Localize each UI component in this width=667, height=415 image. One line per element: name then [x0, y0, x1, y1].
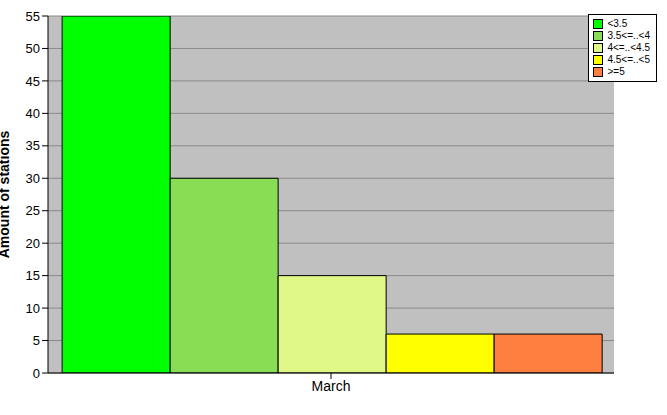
svg-text:45: 45 [26, 74, 40, 89]
html-text:4.5<=..<5: 4.5<=..<5 [607, 54, 650, 65]
html-text:3.5<=..<4: 3.5<=..<4 [607, 30, 650, 41]
svg-text:5: 5 [33, 333, 40, 348]
html-text:>=5: >=5 [607, 66, 625, 77]
svg-text:15: 15 [26, 268, 40, 283]
svg-text:30: 30 [26, 171, 40, 186]
svg-text:10: 10 [26, 301, 40, 316]
svg-text:20: 20 [26, 236, 40, 251]
svg-text:March: March [312, 378, 351, 394]
svg-text:0: 0 [33, 366, 40, 381]
svg-text:55: 55 [26, 9, 40, 24]
html-text:<3.5: <3.5 [607, 18, 628, 29]
svg-text:25: 25 [26, 203, 40, 218]
svg-text:40: 40 [26, 106, 40, 121]
svg-text:Amount of stations: Amount of stations [8, 131, 12, 259]
svg-text:50: 50 [26, 41, 40, 56]
html-text:4<=..<4.5: 4<=..<4.5 [607, 42, 650, 53]
svg-text:35: 35 [26, 138, 40, 153]
